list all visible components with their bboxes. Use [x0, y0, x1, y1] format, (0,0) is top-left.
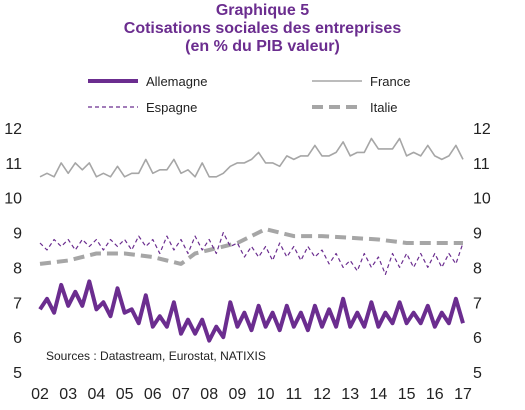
chart-title-line-2: Cotisations sociales des entreprises: [123, 20, 402, 37]
x-tick-03: 03: [59, 386, 77, 403]
series-layer: [38, 137, 465, 343]
x-tick-14: 14: [370, 386, 388, 403]
y-tick-left-10: 10: [4, 191, 22, 208]
legend-label-espagne: Espagne: [146, 100, 197, 115]
series-line-france: [39, 137, 464, 178]
source-note: Sources : Datastream, Eurostat, NATIXIS: [46, 349, 266, 363]
y-tick-right-5: 5: [473, 365, 482, 382]
x-tick-11: 11: [285, 386, 302, 403]
y-tick-left-9: 9: [13, 226, 22, 243]
x-tick-17: 17: [454, 386, 472, 403]
x-tick-10: 10: [257, 386, 275, 403]
y-tick-left-12: 12: [4, 121, 22, 138]
x-tick-09: 09: [229, 386, 247, 403]
axes: 5 5 6 6 7 7 8 8 9 9 10 10 11 11 12 12 02 03 04 05 06 07 08 09 10…: [4, 121, 491, 403]
chart-title-line-3: (en % du PIB valeur): [185, 38, 340, 55]
x-tick-16: 16: [426, 386, 444, 403]
x-tick-06: 06: [144, 386, 162, 403]
legend: Allemagne France Espagne Italie: [88, 74, 410, 115]
y-tick-left-11: 11: [5, 156, 22, 173]
x-tick-12: 12: [313, 386, 331, 403]
chart-title-line-1: Graphique 5: [215, 2, 310, 19]
x-tick-13: 13: [341, 386, 359, 403]
y-tick-right-9: 9: [473, 226, 482, 243]
y-tick-left-8: 8: [13, 260, 22, 277]
y-tick-right-8: 8: [473, 260, 482, 277]
y-tick-left-7: 7: [13, 295, 22, 312]
y-tick-left-5: 5: [13, 365, 22, 382]
y-tick-right-6: 6: [473, 330, 482, 347]
y-tick-left-6: 6: [13, 330, 22, 347]
series-line-italie: [39, 227, 463, 266]
legend-label-france: France: [370, 74, 410, 89]
series-line-allemagne: [38, 279, 465, 343]
x-tick-02: 02: [31, 386, 49, 403]
y-tick-right-12: 12: [473, 121, 491, 138]
legend-label-italie: Italie: [370, 100, 397, 115]
y-tick-right-11: 11: [473, 156, 490, 173]
legend-label-allemagne: Allemagne: [146, 74, 207, 89]
x-tick-08: 08: [200, 386, 218, 403]
y-tick-right-10: 10: [473, 191, 491, 208]
x-tick-15: 15: [398, 386, 416, 403]
y-tick-right-7: 7: [473, 295, 482, 312]
x-tick-04: 04: [88, 386, 106, 403]
x-tick-07: 07: [172, 386, 190, 403]
series-line-espagne: [39, 232, 464, 275]
x-tick-05: 05: [116, 386, 134, 403]
chart-title: Graphique 5 Cotisations sociales des ent…: [0, 2, 525, 56]
